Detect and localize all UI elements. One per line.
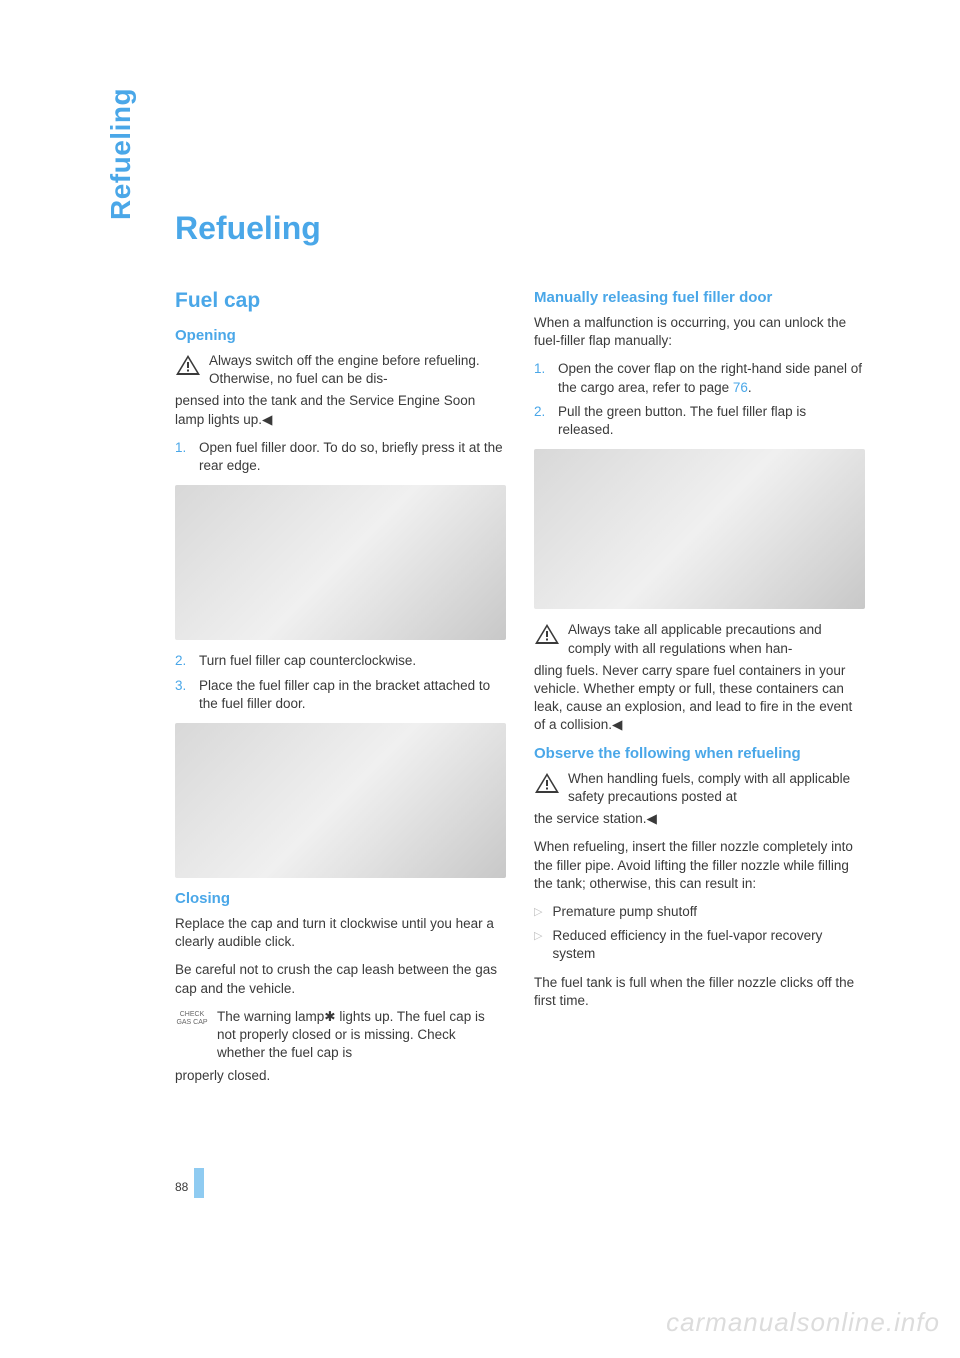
warning-text: Always take all applicable precautions a…	[568, 621, 865, 657]
body-text: Replace the cap and turn it clockwise un…	[175, 915, 506, 951]
warning-text: Always switch off the engine before refu…	[209, 352, 506, 388]
manual-page: Refueling Refueling Fuel cap Opening Alw…	[0, 0, 960, 1358]
page-number: 88	[175, 1180, 188, 1194]
subheading-opening: Opening	[175, 327, 506, 344]
steps-list: 1. Open fuel filler door. To do so, brie…	[175, 439, 506, 475]
chapter-title: Refueling	[175, 210, 865, 247]
figure-fuel-door	[175, 485, 506, 640]
warning-text-cont: pensed into the tank and the Service Eng…	[175, 392, 506, 428]
page-number-block: 88	[175, 1168, 204, 1198]
step-text: Place the fuel filler cap in the bracket…	[199, 677, 506, 713]
step-item: 1. Open the cover flap on the right-hand…	[534, 360, 865, 396]
check-gascap-icon: CHECK GAS CAP	[175, 1011, 209, 1063]
warning-block: Always take all applicable precautions a…	[534, 621, 865, 657]
check-text-cont: properly closed.	[175, 1067, 506, 1085]
warning-block: Always switch off the engine before refu…	[175, 352, 506, 388]
section-heading-fuel-cap: Fuel cap	[175, 289, 506, 313]
warning-triangle-icon	[534, 772, 560, 794]
left-column: Fuel cap Opening Always switch off the e…	[175, 289, 506, 1095]
step-number: 2.	[534, 403, 550, 439]
bullet-item: ▷ Premature pump shutoff	[534, 903, 865, 921]
step-item: 2. Turn fuel filler cap counterclockwise…	[175, 652, 506, 670]
triangle-bullet-icon: ▷	[534, 929, 542, 963]
body-text: Be careful not to crush the cap leash be…	[175, 961, 506, 997]
warning-block: When handling fuels, comply with all app…	[534, 770, 865, 806]
steps-list: 2. Turn fuel filler cap counterclockwise…	[175, 652, 506, 713]
step-item: 2. Pull the green button. The fuel fille…	[534, 403, 865, 439]
page-reference-link[interactable]: 76	[733, 380, 748, 395]
step-number: 3.	[175, 677, 191, 713]
warning-text: When handling fuels, comply with all app…	[568, 770, 865, 806]
check-text: The warning lamp✱ lights up. The fuel ca…	[217, 1008, 506, 1063]
step-text: Turn fuel filler cap counterclockwise.	[199, 652, 416, 670]
content-columns: Fuel cap Opening Always switch off the e…	[175, 289, 865, 1095]
step-item: 1. Open fuel filler door. To do so, brie…	[175, 439, 506, 475]
bullet-item: ▷ Reduced efficiency in the fuel-vapor r…	[534, 927, 865, 963]
step-number: 1.	[534, 360, 550, 396]
body-text: When a malfunction is occurring, you can…	[534, 314, 865, 350]
warning-triangle-icon	[534, 623, 560, 645]
step-text: Open the cover flap on the right-hand si…	[558, 360, 865, 396]
warning-text-cont: the service station.◀	[534, 810, 865, 828]
right-column: Manually releasing fuel filler door When…	[534, 289, 865, 1095]
bullet-list: ▷ Premature pump shutoff ▷ Reduced effic…	[534, 903, 865, 964]
step-item: 3. Place the fuel filler cap in the brac…	[175, 677, 506, 713]
warning-triangle-icon	[175, 354, 201, 376]
subheading-observe: Observe the following when refueling	[534, 745, 865, 762]
figure-manual-release	[534, 449, 865, 609]
body-text: The fuel tank is full when the filler no…	[534, 974, 865, 1010]
bullet-text: Reduced efficiency in the fuel-vapor rec…	[552, 927, 865, 963]
step-number: 1.	[175, 439, 191, 475]
page-marker	[194, 1168, 204, 1198]
warning-text-cont: dling fuels. Never carry spare fuel cont…	[534, 662, 865, 735]
triangle-bullet-icon: ▷	[534, 905, 542, 921]
step-text: Open fuel filler door. To do so, briefly…	[199, 439, 506, 475]
check-gascap-block: CHECK GAS CAP The warning lamp✱ lights u…	[175, 1008, 506, 1063]
watermark: carmanualsonline.info	[666, 1307, 940, 1338]
body-text: When refueling, insert the filler nozzle…	[534, 838, 865, 893]
figure-fuel-cap	[175, 723, 506, 878]
step-number: 2.	[175, 652, 191, 670]
steps-list: 1. Open the cover flap on the right-hand…	[534, 360, 865, 439]
step-text: Pull the green button. The fuel filler f…	[558, 403, 865, 439]
bullet-text: Premature pump shutoff	[552, 903, 697, 921]
side-section-label: Refueling	[105, 88, 137, 220]
subheading-manual-release: Manually releasing fuel filler door	[534, 289, 865, 306]
subheading-closing: Closing	[175, 890, 506, 907]
